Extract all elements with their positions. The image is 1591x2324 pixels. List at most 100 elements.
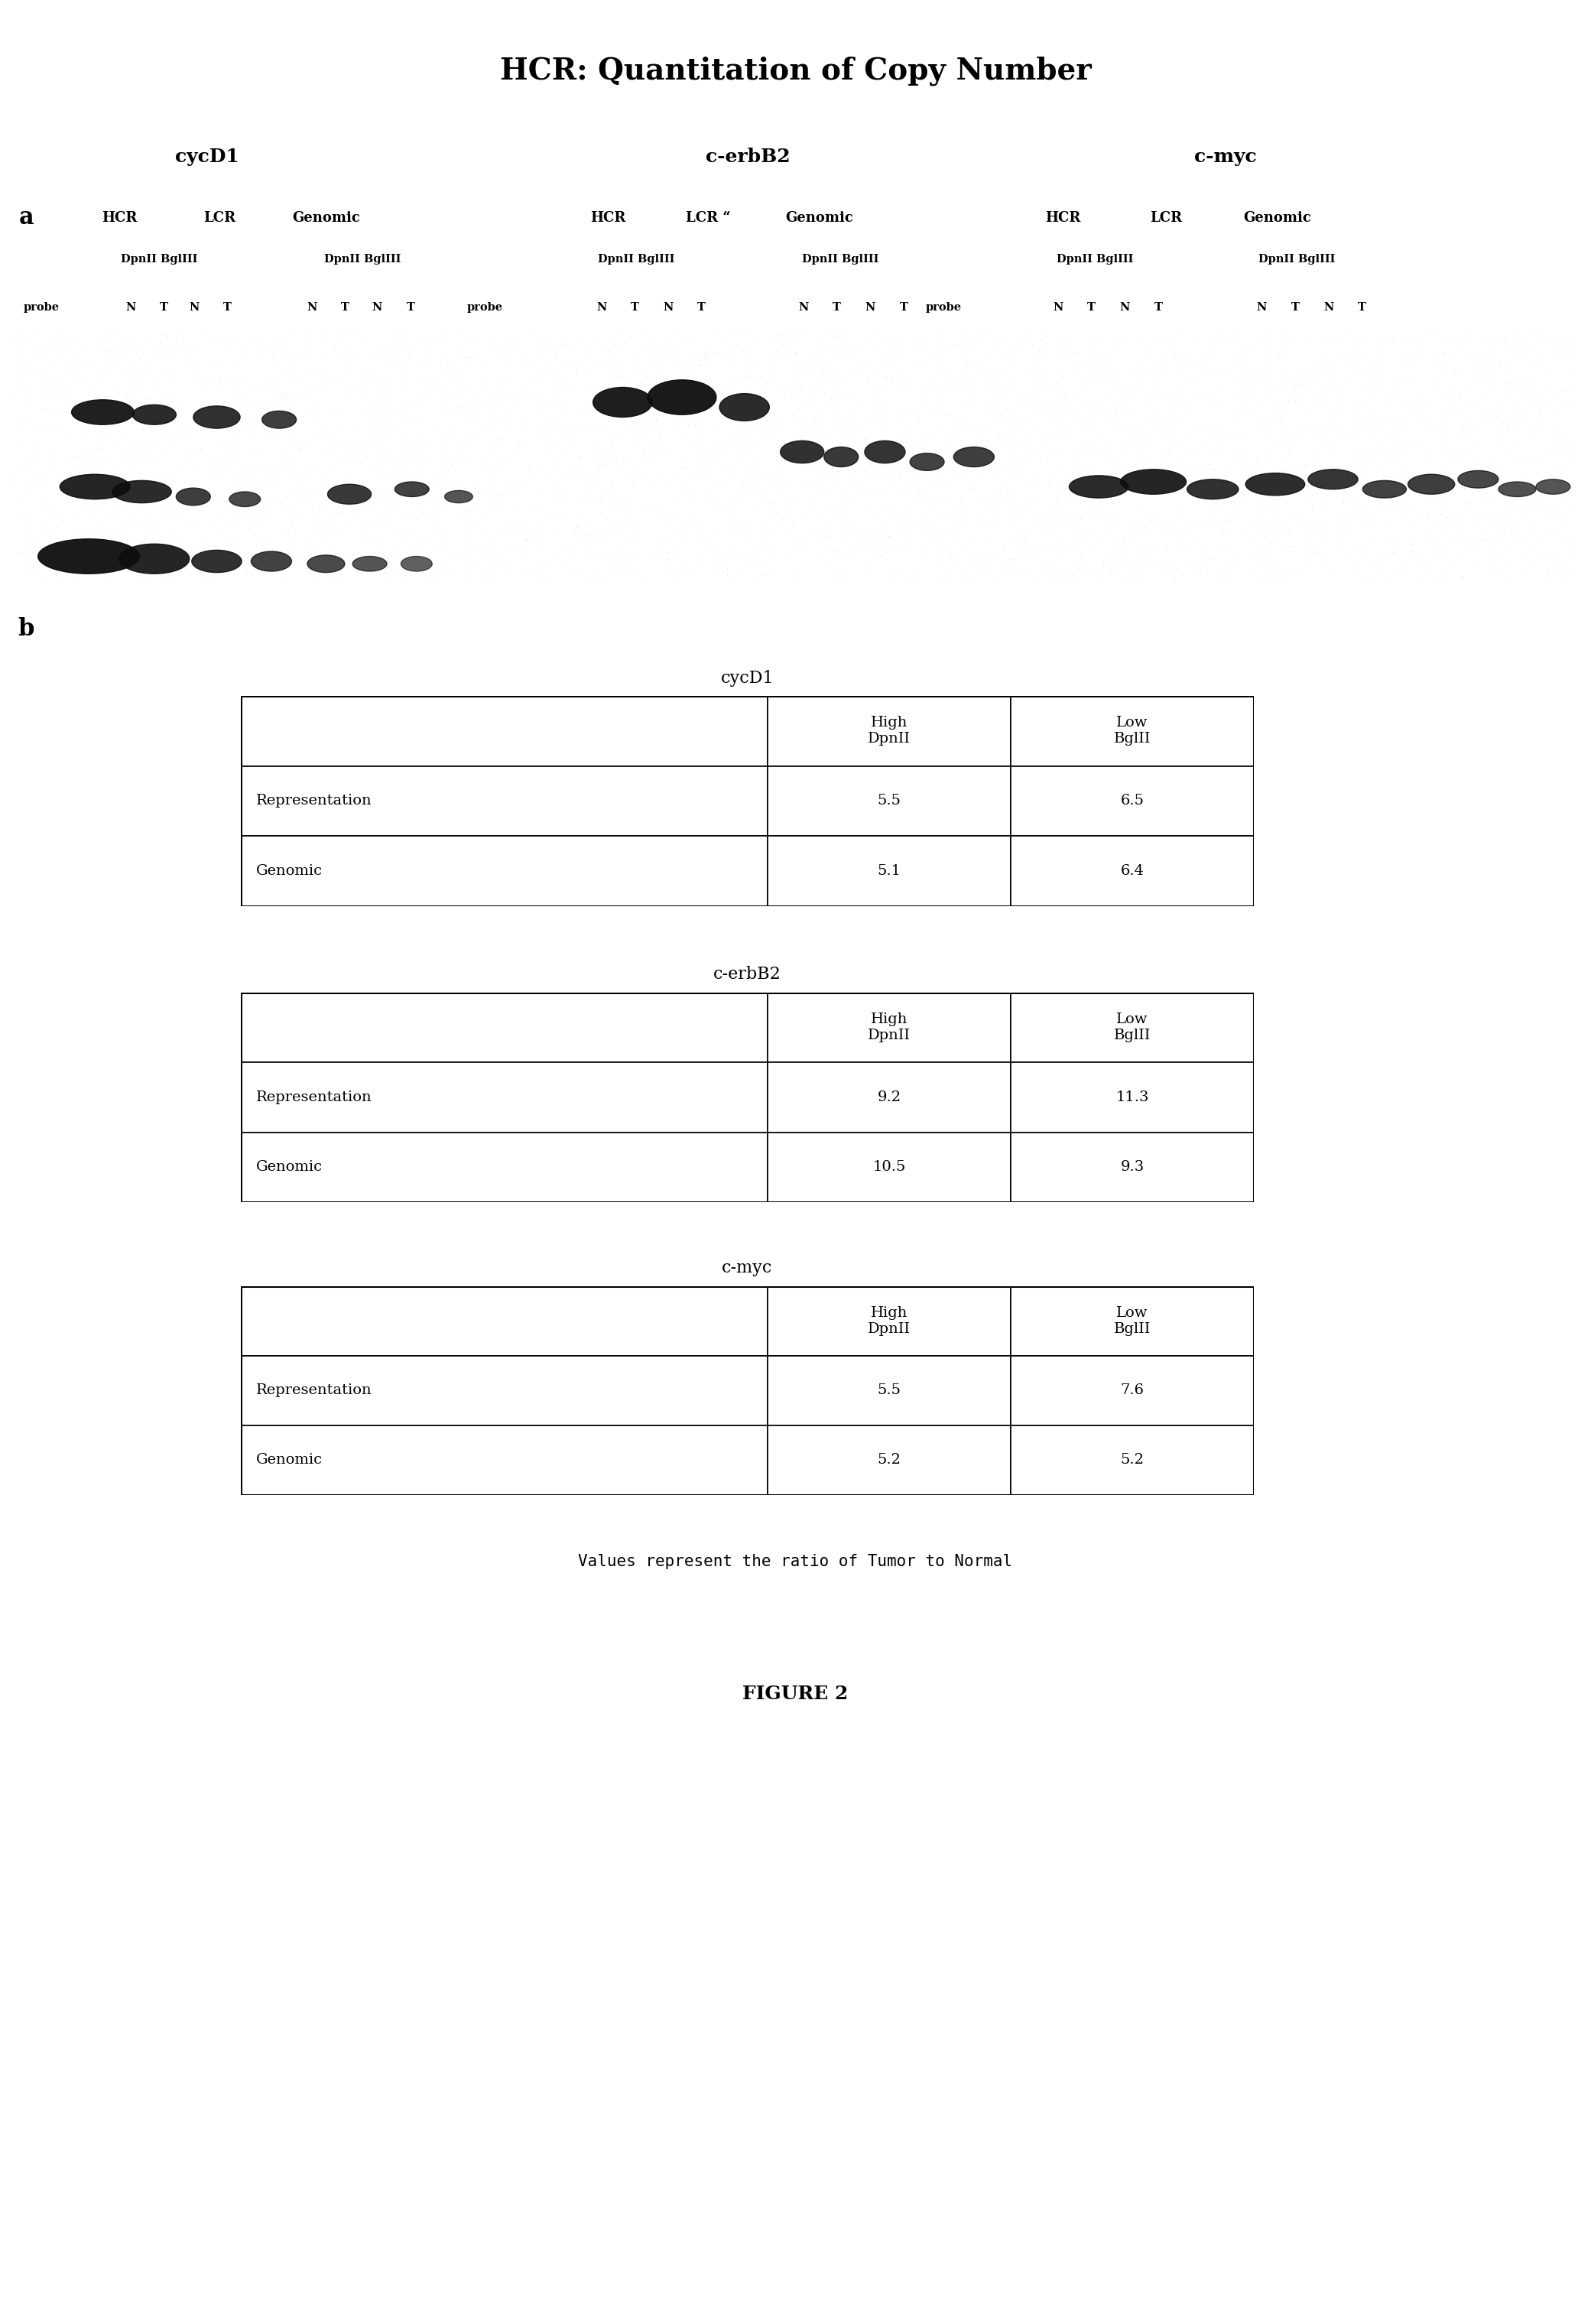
Point (985, 435, 1010, 472)
Point (700, 356, 725, 393)
Point (1103, 456, 1128, 493)
Point (1559, 553, 1585, 590)
Point (648, 397, 673, 435)
Point (465, 535, 490, 572)
Ellipse shape (72, 400, 134, 425)
Point (986, 479, 1012, 516)
Point (1096, 400, 1122, 437)
Point (869, 511, 894, 548)
Point (476, 493, 501, 530)
Point (1044, 558, 1069, 595)
Point (280, 504, 305, 541)
Point (1125, 486, 1150, 523)
Point (1082, 555, 1107, 593)
Point (638, 430, 663, 467)
Point (434, 316, 460, 353)
Point (102, 560, 127, 597)
Point (805, 365, 831, 402)
Point (533, 541, 558, 579)
Point (657, 379, 683, 416)
Point (678, 425, 703, 462)
Point (1394, 316, 1419, 353)
Point (366, 551, 391, 588)
Point (746, 346, 772, 383)
Point (1340, 467, 1365, 504)
Point (1069, 474, 1095, 511)
Point (786, 528, 811, 565)
Point (1483, 397, 1508, 435)
Point (1212, 402, 1238, 439)
Point (846, 358, 872, 395)
Point (1561, 530, 1586, 567)
Point (584, 511, 609, 548)
Point (496, 360, 522, 397)
Point (235, 360, 261, 397)
Point (1122, 560, 1147, 597)
Point (1422, 502, 1448, 539)
Point (1060, 314, 1085, 351)
Point (24, 321, 49, 358)
Point (388, 555, 414, 593)
Point (1106, 497, 1131, 535)
Point (824, 393, 850, 430)
Point (907, 474, 932, 511)
Point (49, 500, 75, 537)
Point (57, 332, 83, 370)
Point (563, 514, 589, 551)
Point (536, 558, 562, 595)
Point (1091, 344, 1117, 381)
Point (76, 430, 102, 467)
Point (1222, 342, 1247, 379)
Point (428, 449, 453, 486)
Point (199, 332, 224, 370)
Point (869, 332, 894, 370)
Point (1087, 351, 1112, 388)
Point (8, 349, 33, 386)
Point (718, 439, 743, 476)
Point (1274, 421, 1300, 458)
Point (1047, 502, 1072, 539)
Point (1196, 356, 1222, 393)
Point (635, 523, 660, 560)
Point (613, 323, 638, 360)
Point (662, 314, 687, 351)
Point (145, 418, 170, 456)
Point (808, 379, 834, 416)
Point (783, 337, 808, 374)
Point (1426, 469, 1451, 507)
Point (1201, 451, 1227, 488)
Point (901, 451, 926, 488)
Point (13, 532, 38, 569)
Point (1052, 395, 1077, 432)
Point (1489, 507, 1515, 544)
Bar (1010, 695, 1254, 767)
Point (509, 483, 535, 521)
Point (30, 409, 56, 446)
Point (1322, 397, 1348, 435)
Point (1120, 416, 1146, 453)
Point (638, 346, 663, 383)
Point (1330, 325, 1356, 363)
Point (706, 318, 732, 356)
Point (850, 456, 875, 493)
Point (558, 321, 584, 358)
Point (267, 332, 293, 370)
Point (520, 356, 546, 393)
Point (1126, 346, 1152, 383)
Point (1548, 467, 1573, 504)
Point (116, 321, 142, 358)
Point (1222, 439, 1247, 476)
Point (1111, 363, 1136, 400)
Point (1018, 467, 1044, 504)
Point (234, 462, 259, 500)
Point (1181, 346, 1206, 383)
Point (1161, 483, 1187, 521)
Point (883, 328, 908, 365)
Point (737, 381, 762, 418)
Point (967, 379, 993, 416)
Point (1085, 462, 1111, 500)
Point (1141, 502, 1166, 539)
Point (1508, 500, 1534, 537)
Point (1099, 553, 1125, 590)
Point (1251, 490, 1276, 528)
